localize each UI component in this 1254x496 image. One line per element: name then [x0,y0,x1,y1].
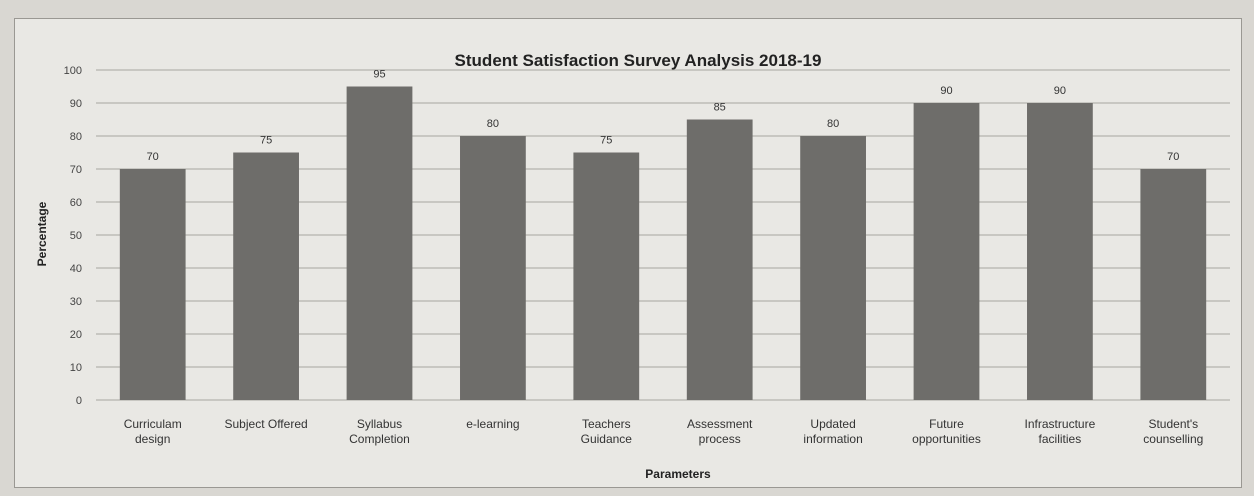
data-label: 70 [1167,151,1179,163]
data-label: 70 [147,151,159,163]
data-label: 75 [600,135,612,147]
data-label: 80 [827,118,839,130]
y-tick-label: 0 [76,395,82,407]
x-tick-label: opportunities [912,432,981,446]
data-label: 90 [1054,85,1066,97]
bar [460,136,526,400]
bar [573,152,640,400]
y-tick-label: 70 [70,164,82,176]
x-tick-label: Infrastructure [1025,417,1096,431]
x-tick-label: Assessment [687,417,753,431]
x-tick-label: Guidance [581,432,633,446]
x-tick-label: design [135,432,170,446]
y-tick-label: 100 [64,65,82,77]
x-tick-label: Teachers [582,417,631,431]
bar [119,169,186,400]
bar [913,103,980,400]
data-label: 90 [940,85,952,97]
y-tick-label: 10 [70,362,82,374]
y-tick-label: 60 [70,197,82,209]
bars [119,86,1207,400]
bar [1027,103,1093,400]
x-tick-label: Updated [810,417,855,431]
data-labels: 70 75 95 80 75 85 80 90 90 70 [147,69,1180,164]
x-tick-label: Syllabus [357,417,402,431]
y-tick-label: 90 [70,98,82,110]
x-tick-label: e-learning [466,417,519,431]
y-tick-label: 40 [70,263,82,275]
y-axis-title: Percentage [35,201,49,266]
bar [800,136,866,400]
bar [346,86,413,400]
data-label: 95 [373,69,385,81]
y-axis-ticks: 0 10 20 30 40 50 60 70 80 90 100 [64,65,82,407]
bar [686,119,753,400]
data-label: 80 [487,118,499,130]
x-tick-label: Student's [1148,417,1198,431]
x-tick-label: facilities [1039,432,1082,446]
chart-title: Student Satisfaction Survey Analysis 201… [455,51,822,70]
x-tick-label: counselling [1143,432,1203,446]
bar [1140,169,1207,400]
bar [233,152,299,400]
data-label: 75 [260,135,272,147]
y-tick-label: 30 [70,296,82,308]
y-tick-label: 80 [70,131,82,143]
x-tick-label: Curriculam [124,417,182,431]
x-tick-label: Future [929,417,964,431]
x-tick-label: Subject Offered [225,417,308,431]
data-label: 85 [714,102,726,114]
x-tick-label: information [803,432,862,446]
y-tick-label: 50 [70,230,82,242]
x-axis-title: Parameters [645,467,711,481]
x-tick-label: Completion [349,432,410,446]
x-tick-label: process [699,432,741,446]
y-tick-label: 20 [70,329,82,341]
